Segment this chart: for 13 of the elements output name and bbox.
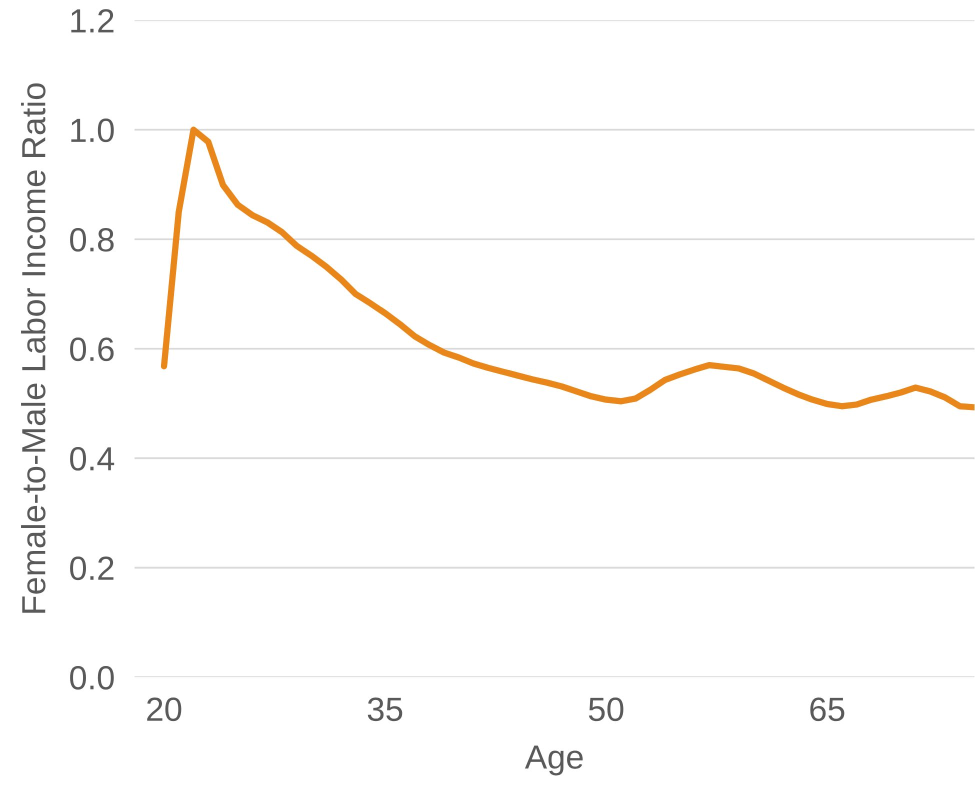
y-axis-title: Female-to-Male Labor Income Ratio [21,83,46,613]
x-tick-label: 50 [588,698,624,722]
x-tick-label: 35 [368,698,402,722]
y-tick-label: 0.0 [70,666,114,690]
y-tick-label: 0.6 [70,338,114,362]
y-tick-label: 0.2 [70,556,114,580]
x-tick-label: 65 [810,698,844,722]
x-axis-title: Age [524,746,583,776]
y-tick-label: 1.2 [71,9,114,32]
y-tick-label: 1.0 [71,118,114,142]
x-tick-label: 20 [147,698,182,722]
y-tick-label: 0.8 [70,228,114,252]
y-tick-label: 0.4 [70,447,114,471]
